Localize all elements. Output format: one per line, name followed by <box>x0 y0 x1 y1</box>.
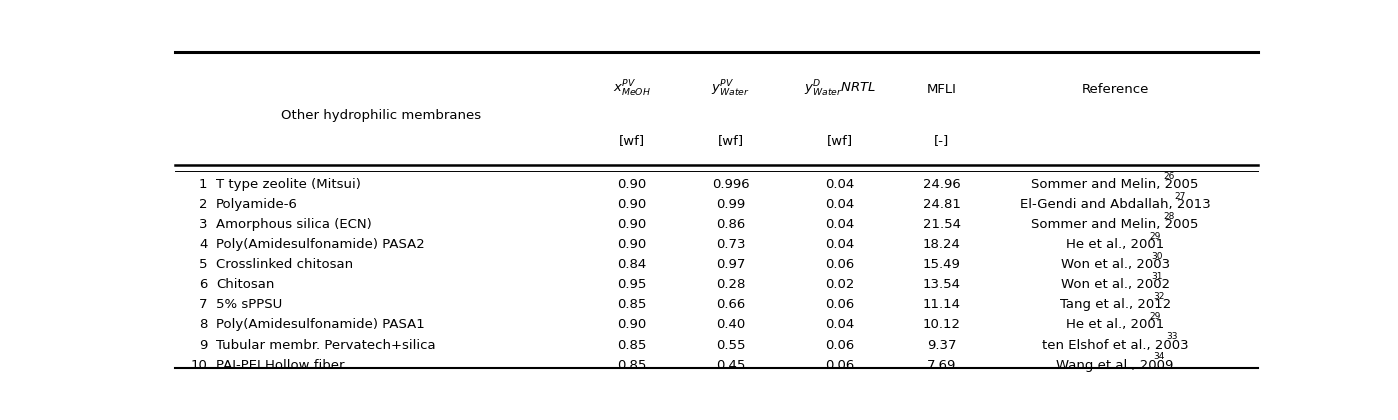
Text: 6: 6 <box>199 278 207 291</box>
Text: ten Elshof et al., 2003: ten Elshof et al., 2003 <box>1042 339 1188 352</box>
Text: 0.66: 0.66 <box>716 299 745 311</box>
Text: 28: 28 <box>1163 212 1176 221</box>
Text: Won et al., 2002: Won et al., 2002 <box>1061 278 1170 291</box>
Text: 7.69: 7.69 <box>927 359 956 372</box>
Text: 0.06: 0.06 <box>825 359 854 372</box>
Text: 24.81: 24.81 <box>923 198 960 211</box>
Text: 0.73: 0.73 <box>716 238 745 251</box>
Text: 0.02: 0.02 <box>825 278 854 291</box>
Text: Tubular membr. Pervatech+silica: Tubular membr. Pervatech+silica <box>215 339 436 352</box>
Text: [wf]: [wf] <box>717 134 744 147</box>
Text: Poly(Amidesulfonamide) PASA2: Poly(Amidesulfonamide) PASA2 <box>215 238 425 251</box>
Text: Tang et al., 2012: Tang et al., 2012 <box>1060 299 1170 311</box>
Text: Amorphous silica (ECN): Amorphous silica (ECN) <box>215 218 372 231</box>
Text: 0.99: 0.99 <box>716 198 745 211</box>
Text: 11.14: 11.14 <box>923 299 960 311</box>
Text: 9: 9 <box>199 339 207 352</box>
Text: He et al., 2001: He et al., 2001 <box>1067 318 1165 331</box>
Text: 18.24: 18.24 <box>923 238 960 251</box>
Text: Sommer and Melin, 2005: Sommer and Melin, 2005 <box>1032 178 1199 191</box>
Text: Sommer and Melin, 2005: Sommer and Melin, 2005 <box>1032 218 1199 231</box>
Text: 0.90: 0.90 <box>618 318 647 331</box>
Text: 5% sPPSU: 5% sPPSU <box>215 299 282 311</box>
Text: 0.06: 0.06 <box>825 339 854 352</box>
Text: 0.84: 0.84 <box>618 258 647 271</box>
Text: [wf]: [wf] <box>828 134 853 147</box>
Text: 0.04: 0.04 <box>825 178 854 191</box>
Text: 0.04: 0.04 <box>825 198 854 211</box>
Text: 4: 4 <box>199 238 207 251</box>
Text: 8: 8 <box>199 318 207 331</box>
Text: 7: 7 <box>199 299 207 311</box>
Text: Other hydrophilic membranes: Other hydrophilic membranes <box>281 109 481 121</box>
Text: Won et al., 2003: Won et al., 2003 <box>1061 258 1170 271</box>
Text: 32: 32 <box>1153 292 1165 301</box>
Text: $y_{\mathit{Water}}^{\mathit{PV}}$: $y_{\mathit{Water}}^{\mathit{PV}}$ <box>712 79 749 99</box>
Text: [wf]: [wf] <box>619 134 644 147</box>
Text: 0.90: 0.90 <box>618 238 647 251</box>
Text: 0.85: 0.85 <box>618 339 647 352</box>
Text: 9.37: 9.37 <box>927 339 956 352</box>
Text: 10.12: 10.12 <box>923 318 960 331</box>
Text: 0.04: 0.04 <box>825 218 854 231</box>
Text: 33: 33 <box>1166 333 1177 341</box>
Text: MFLI: MFLI <box>927 83 956 96</box>
Text: 0.06: 0.06 <box>825 299 854 311</box>
Text: 0.86: 0.86 <box>716 218 745 231</box>
Text: 2: 2 <box>199 198 207 211</box>
Text: T type zeolite (Mitsui): T type zeolite (Mitsui) <box>215 178 361 191</box>
Text: 0.996: 0.996 <box>712 178 749 191</box>
Text: 0.04: 0.04 <box>825 238 854 251</box>
Text: 26: 26 <box>1163 172 1176 181</box>
Text: 0.90: 0.90 <box>618 218 647 231</box>
Text: 13.54: 13.54 <box>923 278 960 291</box>
Text: 24.96: 24.96 <box>923 178 960 191</box>
Text: 34: 34 <box>1153 352 1165 362</box>
Text: 29: 29 <box>1149 232 1160 241</box>
Text: El-Gendi and Abdallah, 2013: El-Gendi and Abdallah, 2013 <box>1019 198 1211 211</box>
Text: Crosslinked chitosan: Crosslinked chitosan <box>215 258 354 271</box>
Text: $y_{\mathit{Water}}^{\mathit{D}}\mathit{NRTL}$: $y_{\mathit{Water}}^{\mathit{D}}\mathit{… <box>804 79 877 99</box>
Text: 3: 3 <box>199 218 207 231</box>
Text: 0.97: 0.97 <box>716 258 745 271</box>
Text: He et al., 2001: He et al., 2001 <box>1067 238 1165 251</box>
Text: 30: 30 <box>1152 252 1163 261</box>
Text: 0.06: 0.06 <box>825 258 854 271</box>
Text: 0.95: 0.95 <box>618 278 647 291</box>
Text: 0.85: 0.85 <box>618 359 647 372</box>
Text: 15.49: 15.49 <box>923 258 960 271</box>
Text: PAI-PEI Hollow fiber: PAI-PEI Hollow fiber <box>215 359 344 372</box>
Text: Poly(Amidesulfonamide) PASA1: Poly(Amidesulfonamide) PASA1 <box>215 318 425 331</box>
Text: 10: 10 <box>190 359 207 372</box>
Text: 0.28: 0.28 <box>716 278 745 291</box>
Text: $x_{\mathit{MeOH}}^{\mathit{PV}}$: $x_{\mathit{MeOH}}^{\mathit{PV}}$ <box>612 79 651 99</box>
Text: 0.45: 0.45 <box>716 359 745 372</box>
Text: 31: 31 <box>1152 272 1163 281</box>
Text: 0.55: 0.55 <box>716 339 745 352</box>
Text: 0.04: 0.04 <box>825 318 854 331</box>
Text: 21.54: 21.54 <box>923 218 960 231</box>
Text: 0.90: 0.90 <box>618 198 647 211</box>
Text: 5: 5 <box>199 258 207 271</box>
Text: Wang et al., 2009: Wang et al., 2009 <box>1057 359 1174 372</box>
Text: Polyamide-6: Polyamide-6 <box>215 198 298 211</box>
Text: 0.90: 0.90 <box>618 178 647 191</box>
Text: Reference: Reference <box>1082 83 1149 96</box>
Text: [-]: [-] <box>934 134 949 147</box>
Text: 0.85: 0.85 <box>618 299 647 311</box>
Text: 27: 27 <box>1174 192 1186 201</box>
Text: 29: 29 <box>1149 312 1160 321</box>
Text: 1: 1 <box>199 178 207 191</box>
Text: 0.40: 0.40 <box>716 318 745 331</box>
Text: Chitosan: Chitosan <box>215 278 274 291</box>
